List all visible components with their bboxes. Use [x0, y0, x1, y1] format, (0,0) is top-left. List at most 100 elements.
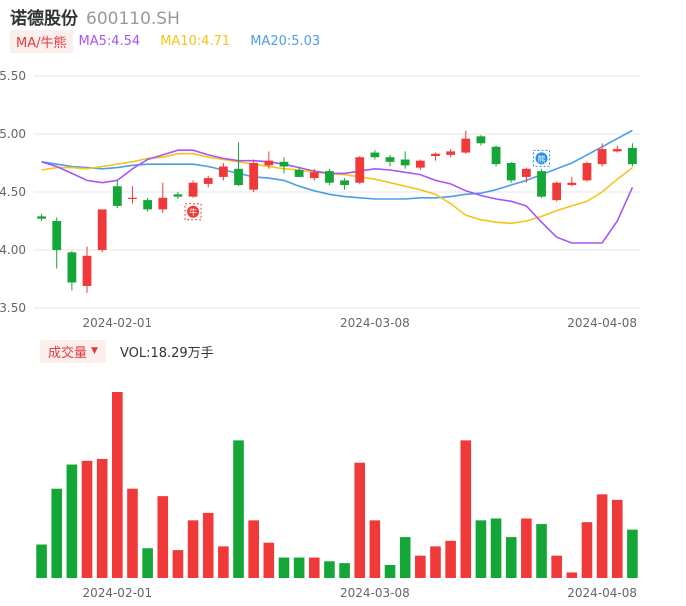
- candle-body: [234, 168, 243, 186]
- volume-bar: [157, 496, 169, 578]
- marker-label: 熊: [538, 154, 546, 164]
- candle-body: [340, 180, 349, 186]
- x-tick-label: 2024-03-08: [340, 316, 410, 330]
- candle-body: [521, 168, 531, 177]
- candle: [37, 214, 46, 221]
- candle-body: [249, 163, 259, 190]
- candle: [52, 217, 62, 269]
- volume-bar: [551, 555, 562, 578]
- candle: [582, 161, 592, 182]
- volume-bar: [51, 488, 63, 578]
- marker-dot: [187, 205, 200, 218]
- candle-body: [188, 182, 198, 197]
- x-tick-label: 2024-02-01: [82, 316, 152, 330]
- candle-body: [431, 153, 440, 157]
- candle: [188, 180, 198, 198]
- candle-body: [309, 172, 319, 179]
- y-tick-label: 4.50: [0, 185, 26, 199]
- candle-body: [52, 221, 62, 250]
- candle: [537, 168, 546, 198]
- candle-body: [279, 161, 289, 167]
- candle: [325, 168, 334, 186]
- candle-body: [476, 136, 486, 144]
- ma5-legend: MA5:4.54: [78, 33, 141, 49]
- volume-bar: [430, 546, 441, 578]
- candle: [491, 145, 501, 167]
- candle: [415, 159, 425, 170]
- price-x-axis: 2024-02-01 2024-03-08 2024-04-08: [82, 316, 637, 330]
- candle: [385, 154, 395, 167]
- volume-toggle-label: 成交量: [48, 345, 88, 361]
- candle-body: [97, 209, 107, 250]
- candle: [158, 182, 168, 213]
- candle: [82, 246, 92, 293]
- volume-bar: [233, 440, 244, 578]
- volume-bar: [172, 550, 184, 578]
- ma-toggle-button[interactable]: MA/牛熊: [10, 29, 73, 53]
- volume-bar: [202, 512, 214, 578]
- candle: [128, 186, 137, 204]
- candle: [431, 152, 440, 161]
- x-tick-label: 2024-02-01: [82, 586, 152, 600]
- volume-bar: [81, 460, 93, 578]
- volume-bar: [369, 520, 381, 578]
- y-tick-label: 3.50: [0, 301, 26, 315]
- volume-bar: [36, 544, 47, 578]
- candle: [612, 145, 622, 153]
- candle-body: [128, 197, 137, 199]
- volume-bar: [445, 540, 456, 578]
- x-tick-label: 2024-03-08: [340, 586, 410, 600]
- volume-bar: [248, 520, 259, 578]
- volume-bar: [505, 537, 517, 578]
- volume-bar: [66, 464, 78, 578]
- candle-body: [582, 163, 592, 181]
- ma20-legend: MA20:5.03: [250, 33, 321, 49]
- candle-body: [552, 182, 562, 201]
- volume-bar: [218, 546, 229, 578]
- candle-body: [82, 255, 92, 286]
- volume-bar: [324, 561, 335, 578]
- candle: [355, 156, 365, 184]
- volume-bar: [399, 537, 411, 578]
- x-tick-label: 2024-04-08: [567, 316, 637, 330]
- volume-bar: [263, 542, 275, 578]
- candle-body: [294, 169, 304, 177]
- candle: [173, 192, 183, 199]
- candle: [461, 130, 471, 154]
- volume-bar: [112, 392, 123, 578]
- volume-bar: [187, 520, 199, 578]
- price-grid: [34, 75, 640, 309]
- volume-toggle-button[interactable]: 成交量 ▼: [40, 339, 106, 363]
- ma5-line: [41, 149, 634, 244]
- signal-markers: 牛熊: [184, 149, 551, 221]
- volume-bar: [566, 572, 578, 578]
- candle: [112, 180, 122, 209]
- candle-body: [400, 159, 410, 166]
- candle-body: [415, 160, 425, 168]
- volume-bars: [36, 392, 638, 578]
- candle: [506, 161, 516, 183]
- volume-bar: [581, 522, 593, 578]
- stock-header: 诺德股份 600110.SH: [10, 4, 180, 29]
- candle-body: [537, 171, 546, 197]
- candle-body: [355, 157, 365, 183]
- candle: [234, 142, 243, 187]
- volume-bar: [293, 557, 305, 578]
- candle: [521, 167, 531, 183]
- x-tick-label: 2024-04-08: [567, 586, 637, 600]
- candle-body: [203, 178, 213, 184]
- candle-body: [461, 138, 471, 153]
- signal-marker: 牛: [184, 203, 202, 221]
- candle: [294, 166, 304, 177]
- volume-bar: [142, 548, 153, 578]
- volume-readout: VOL:18.29万手: [119, 345, 214, 361]
- candle: [143, 197, 153, 212]
- candle: [597, 143, 607, 167]
- candle: [552, 181, 562, 202]
- candle: [249, 159, 259, 192]
- candle-body: [218, 166, 228, 177]
- candle-body: [506, 163, 516, 181]
- candle-body: [628, 147, 637, 165]
- candle-body: [37, 216, 46, 219]
